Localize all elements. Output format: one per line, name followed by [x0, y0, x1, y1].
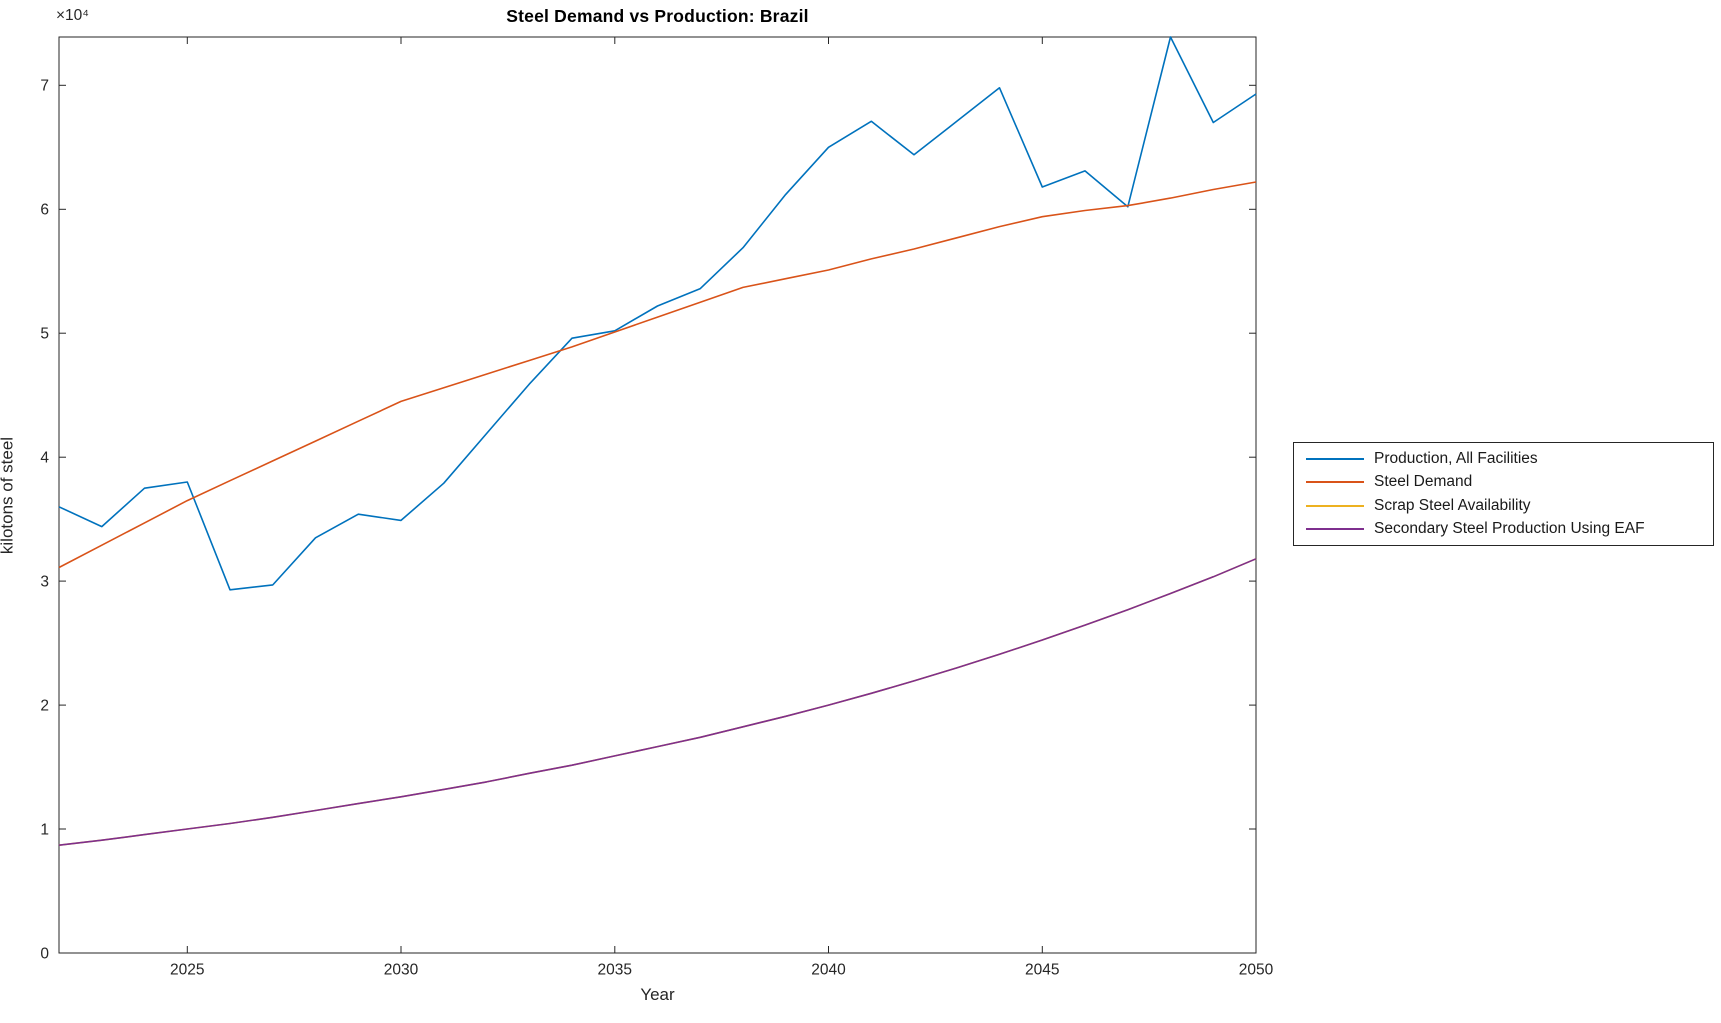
legend: Production, All Facilities Steel Demand …: [1293, 442, 1714, 546]
y-tick-label: 4: [40, 450, 49, 467]
legend-item: Steel Demand: [1294, 471, 1713, 495]
y-tick-label: 3: [40, 574, 49, 591]
x-tick-label: 2045: [1025, 961, 1059, 978]
legend-item: Secondary Steel Production Using EAF: [1294, 518, 1713, 542]
legend-line-scrap: [1306, 504, 1364, 507]
y-tick-label: 5: [40, 326, 49, 343]
plot-box: [58, 36, 1257, 954]
legend-item: Production, All Facilities: [1294, 447, 1713, 471]
legend-line-production: [1306, 457, 1364, 460]
series-line-1: [58, 181, 1257, 569]
chart-title: Steel Demand vs Production: Brazil: [506, 6, 809, 26]
y-tick-label: 6: [40, 202, 49, 219]
y-tick-label: 7: [40, 78, 49, 95]
series-line-2: [58, 558, 1257, 846]
x-axis-label: Year: [640, 985, 675, 1004]
x-tick-label: 2035: [598, 961, 632, 978]
legend-label-production: Production, All Facilities: [1374, 449, 1538, 467]
x-tick-label: 2030: [384, 961, 419, 978]
y-axis-multiplier: ×10⁴: [56, 7, 89, 24]
y-tick-label: 2: [40, 698, 49, 715]
y-tick-label: 0: [40, 945, 49, 962]
x-tick-label: 2040: [811, 961, 846, 978]
legend-label-eaf: Secondary Steel Production Using EAF: [1374, 520, 1645, 538]
x-tick-label: 2025: [170, 961, 204, 978]
legend-label-demand: Steel Demand: [1374, 473, 1473, 491]
y-tick-label: 1: [40, 821, 49, 838]
legend-label-scrap: Scrap Steel Availability: [1374, 496, 1531, 514]
x-tick-label: 2050: [1239, 961, 1274, 978]
legend-item: Scrap Steel Availability: [1294, 494, 1713, 518]
series-line-3: [58, 558, 1257, 846]
series-line-0: [58, 36, 1257, 591]
legend-line-demand: [1306, 481, 1364, 484]
legend-line-eaf: [1306, 528, 1364, 531]
